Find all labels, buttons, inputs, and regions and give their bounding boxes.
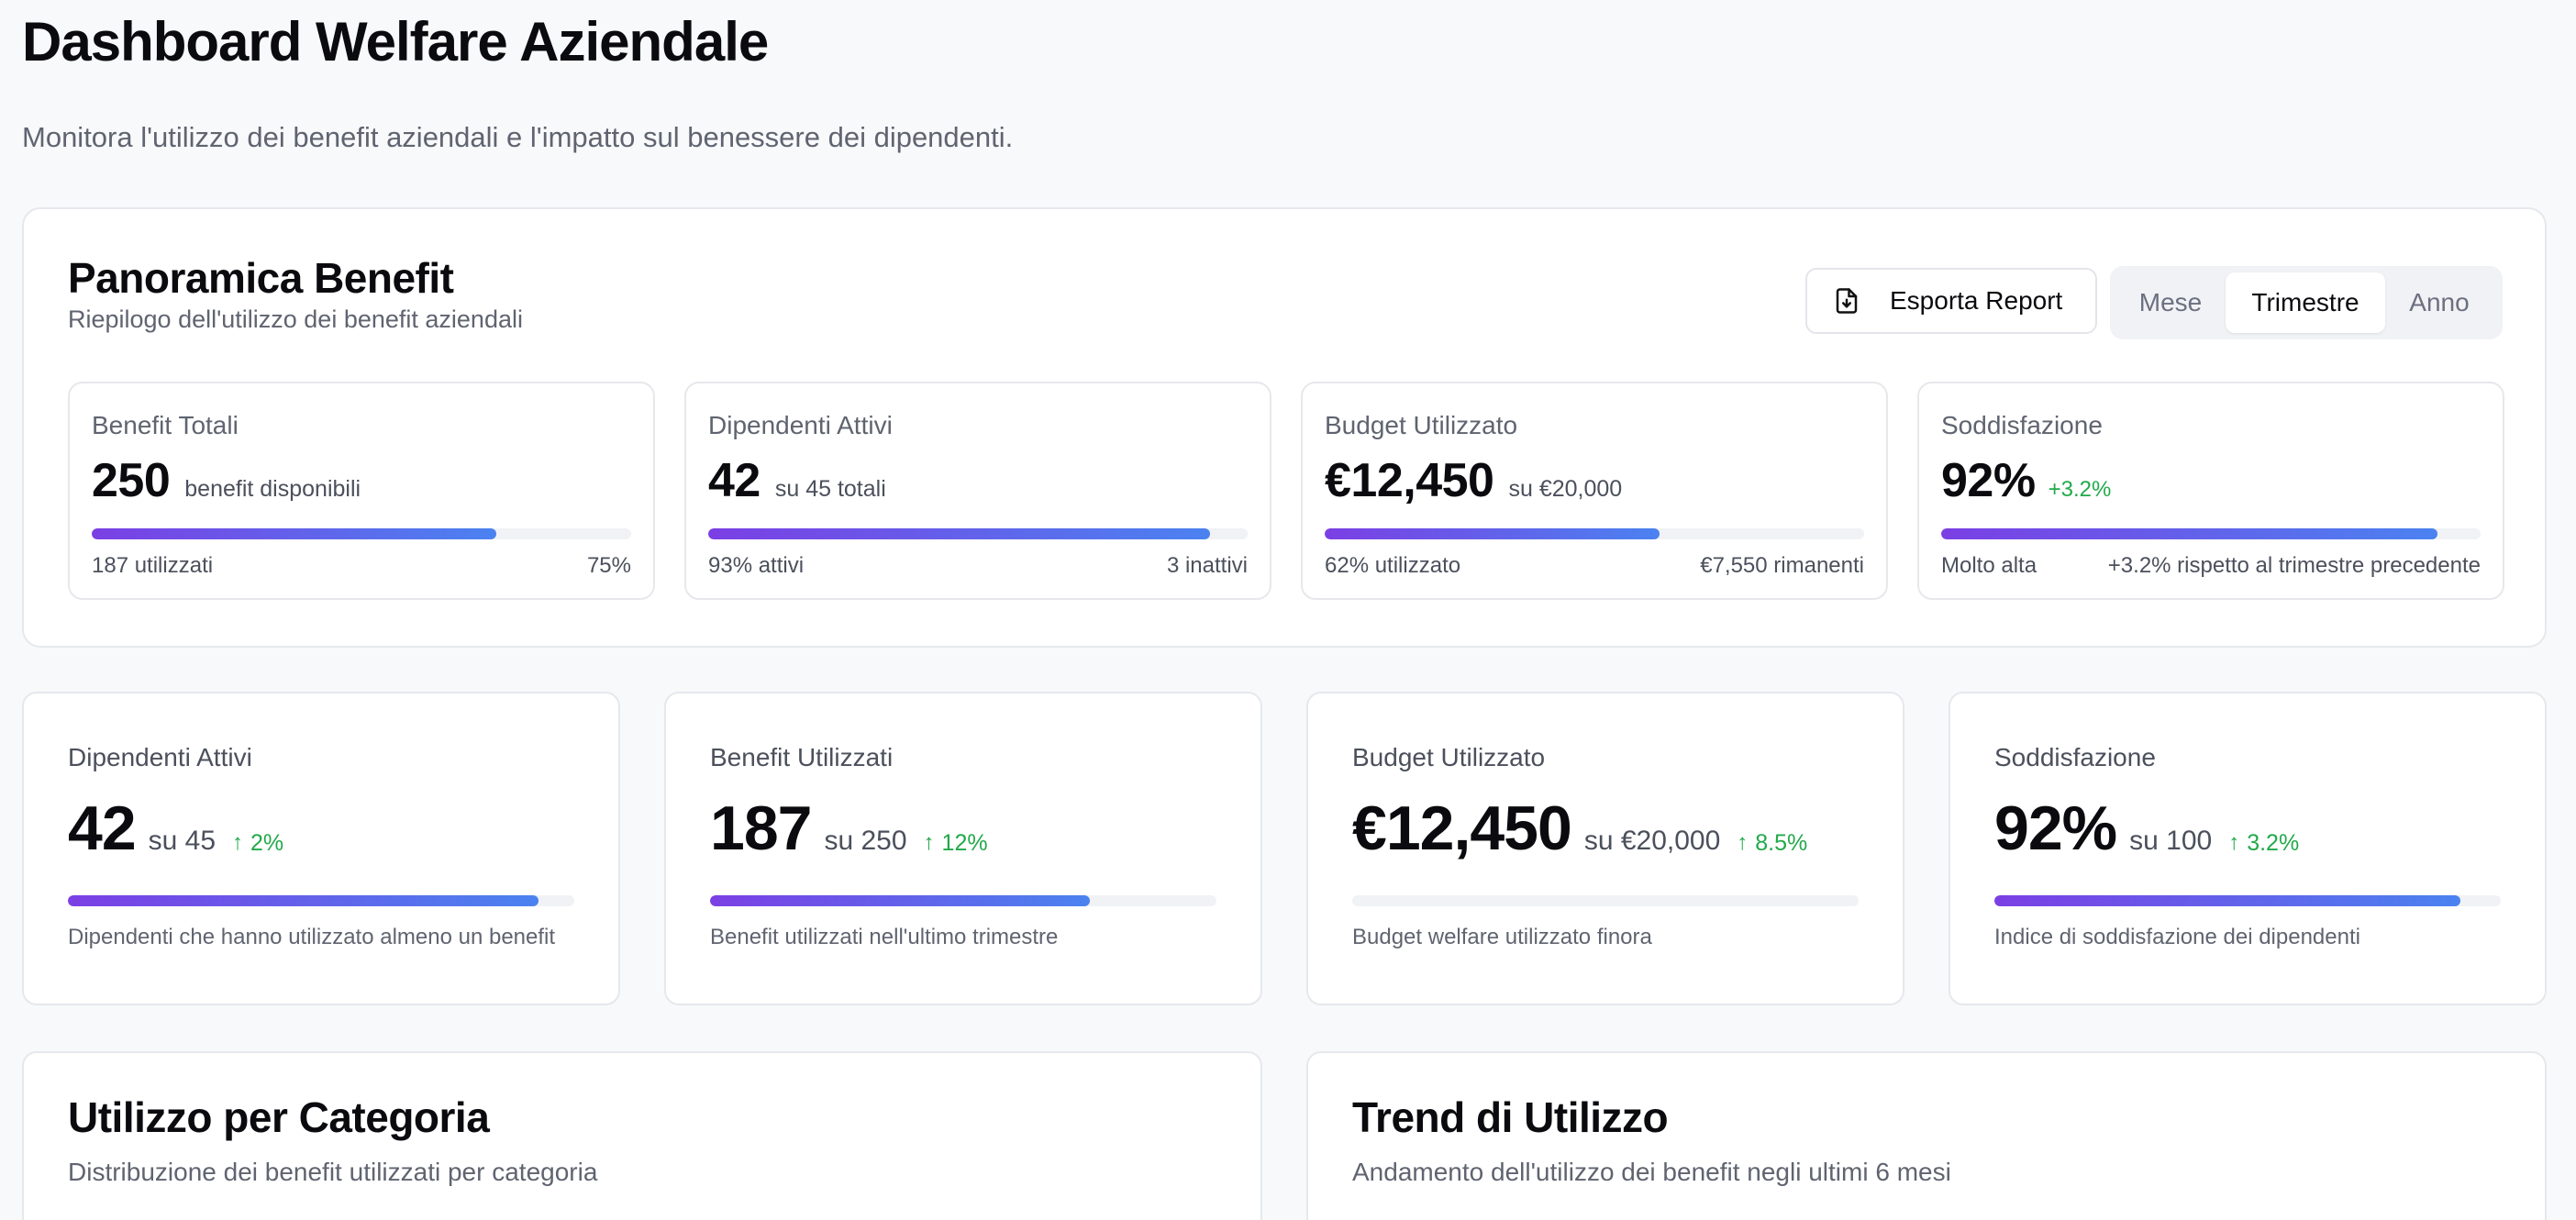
progress-bar (1325, 528, 1864, 539)
progress-bar (1941, 528, 2481, 539)
card-unit: su €20,000 (1508, 476, 1623, 502)
stat-card-benefit-utilizzati: Benefit Utilizzati 187 su 250 ↑ 12% Benef… (664, 692, 1262, 1005)
progress-bar (68, 895, 574, 906)
progress-bar (1994, 895, 2501, 906)
usage-trend-card: Trend di Utilizzo Andamento dell'utilizz… (1306, 1051, 2547, 1220)
stat-delta-value: 8.5% (1755, 829, 1808, 856)
card-unit: benefit disponibili (184, 476, 361, 502)
arrow-up-icon: ↑ (2228, 830, 2240, 855)
card-foot-left: Molto alta (1941, 553, 2037, 578)
overview-card-dipendenti-attivi: Dipendenti Attivi 42 su 45 totali 93% at… (684, 382, 1271, 600)
card-value: 250 (92, 454, 171, 507)
card-value: €12,450 (1325, 454, 1494, 507)
card-label: Dipendenti Attivi (708, 411, 893, 439)
card-label: Benefit Totali (92, 411, 239, 439)
period-tab-trimestre[interactable]: Trimestre (2226, 272, 2385, 333)
section-subtitle: Andamento dell'utilizzo dei benefit negl… (1352, 1158, 1951, 1186)
card-value: 92% (1941, 454, 2036, 507)
stat-label: Benefit Utilizzati (710, 743, 894, 771)
export-report-label: Esporta Report (1890, 286, 2063, 315)
stat-value: 92% (1994, 793, 2117, 863)
stat-delta: ↑ 12% (924, 830, 988, 857)
stat-delta: ↑ 3.2% (2228, 830, 2299, 857)
export-report-button[interactable]: Esporta Report (1805, 268, 2097, 334)
stat-label: Soddisfazione (1994, 743, 2156, 771)
stat-delta: ↑ 2% (232, 830, 283, 857)
chart-sections: Utilizzo per Categoria Distribuzione dei… (22, 1051, 2547, 1220)
stat-card-soddisfazione: Soddisfazione 92% su 100 ↑ 3.2% Indice di… (1949, 692, 2547, 1005)
card-foot-right: 3 inattivi (1166, 553, 1248, 578)
stat-value: 42 (68, 793, 137, 863)
stat-card-budget-utilizzato: Budget Utilizzato €12,450 su €20,000 ↑ 8.… (1306, 692, 1904, 1005)
progress-fill (710, 895, 1090, 906)
progress-fill (1941, 528, 2437, 539)
stat-description: Dipendenti che hanno utilizzato almeno u… (68, 925, 556, 949)
period-selector: Mese Trimestre Anno (2110, 266, 2503, 339)
card-foot-left: 62% utilizzato (1325, 553, 1461, 578)
stat-unit: su €20,000 (1583, 826, 1721, 856)
period-tab-mese[interactable]: Mese (2138, 288, 2203, 316)
overview-card-soddisfazione: Soddisfazione 92% +3.2% Molto alta +3.2%… (1917, 382, 2504, 600)
card-foot-right: +3.2% rispetto al trimestre precedente (2107, 553, 2481, 578)
arrow-up-icon: ↑ (1737, 830, 1749, 855)
stat-description: Benefit utilizzati nell'ultimo trimestre (710, 925, 1059, 949)
card-foot-left: 187 utilizzati (92, 553, 214, 578)
progress-fill (708, 528, 1210, 539)
stat-cards: Dipendenti Attivi 42 su 45 ↑ 2% Dipendent… (22, 692, 2547, 1005)
card-label: Soddisfazione (1941, 411, 2103, 439)
stat-unit: su 45 (148, 826, 217, 856)
overview-card-budget-utilizzato: Budget Utilizzato €12,450 su €20,000 62%… (1301, 382, 1888, 600)
stat-label: Budget Utilizzato (1352, 743, 1546, 771)
progress-fill (1994, 895, 2460, 906)
stat-delta-value: 3.2% (2247, 829, 2300, 856)
card-foot-right: €7,550 rimanenti (1700, 553, 1864, 578)
stat-card-dipendenti-attivi: Dipendenti Attivi 42 su 45 ↑ 2% Dipendent… (22, 692, 620, 1005)
card-label: Budget Utilizzato (1325, 411, 1518, 439)
progress-bar (92, 528, 631, 539)
progress-bar (708, 528, 1248, 539)
progress-fill (92, 528, 496, 539)
stat-description: Indice di soddisfazione dei dipendenti (1994, 925, 2360, 949)
stat-value: 187 (710, 793, 812, 863)
stat-unit: su 100 (2129, 826, 2213, 856)
progress-bar (1352, 895, 1859, 906)
page-title: Dashboard Welfare Aziendale (22, 11, 769, 72)
panel-header: Panoramica Benefit Riepilogo dell'utiliz… (68, 253, 523, 336)
stat-value: €12,450 (1352, 793, 1572, 863)
stat-delta-value: 2% (250, 829, 284, 856)
page-subtitle: Monitora l'utilizzo dei benefit aziendal… (22, 121, 1014, 153)
stat-delta: ↑ 8.5% (1737, 830, 1807, 857)
arrow-up-icon: ↑ (232, 830, 244, 855)
card-value: 42 (708, 454, 761, 507)
benefit-overview-panel: Panoramica Benefit Riepilogo dell'utiliz… (22, 207, 2547, 648)
card-unit: su 45 totali (774, 476, 886, 502)
stat-description: Budget welfare utilizzato finora (1352, 925, 1652, 949)
section-subtitle: Distribuzione dei benefit utilizzati per… (68, 1158, 598, 1186)
overview-card-benefit-totali: Benefit Totali 250 benefit disponibili 1… (68, 382, 655, 600)
section-title: Trend di Utilizzo (1352, 1093, 1669, 1141)
panel-subtitle: Riepilogo dell'utilizzo dei benefit azie… (68, 305, 523, 333)
stat-unit: su 250 (824, 826, 907, 856)
file-download-icon (1833, 287, 1860, 315)
section-title: Utilizzo per Categoria (68, 1093, 490, 1141)
overview-cards: Benefit Totali 250 benefit disponibili 1… (68, 382, 2504, 600)
panel-title: Panoramica Benefit (68, 254, 454, 302)
progress-bar (710, 895, 1216, 906)
stat-delta-value: 12% (941, 829, 988, 856)
card-foot-left: 93% attivi (708, 553, 805, 578)
category-usage-card: Utilizzo per Categoria Distribuzione dei… (22, 1051, 1262, 1220)
arrow-up-icon: ↑ (923, 830, 935, 855)
card-delta: +3.2% (2048, 477, 2112, 502)
progress-fill (1325, 528, 1660, 539)
progress-fill (68, 895, 539, 906)
period-tab-anno[interactable]: Anno (2409, 288, 2470, 316)
stat-label: Dipendenti Attivi (68, 743, 252, 771)
card-foot-right: 75% (586, 553, 631, 578)
